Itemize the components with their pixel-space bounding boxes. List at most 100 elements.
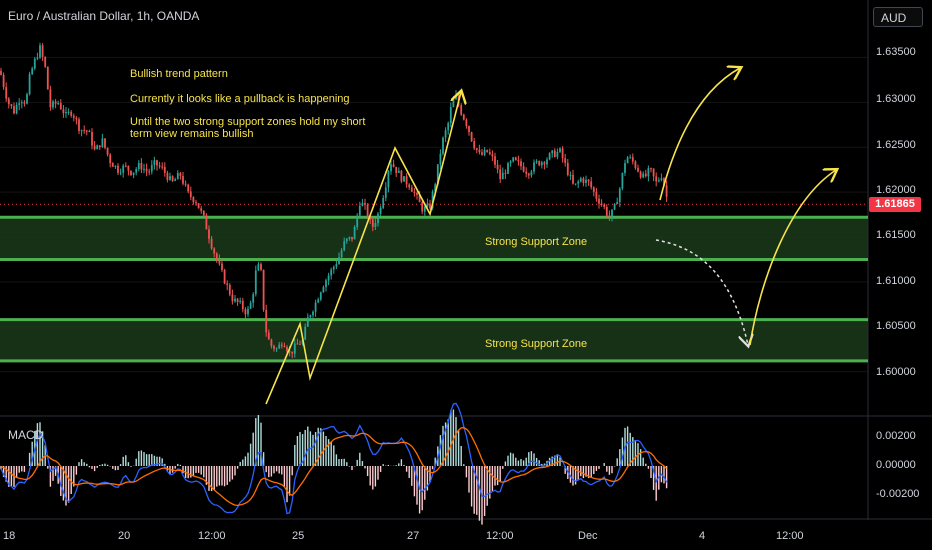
projection-arrow-second [749,170,836,346]
candle-body [465,119,468,127]
candle-body [221,263,223,270]
candle-body [486,149,489,153]
candle-body [36,57,39,59]
candle-body [343,241,346,251]
candle-body [72,115,75,118]
price-tick: 1.60000 [876,366,916,378]
candle-body [75,117,78,120]
candle-body [247,308,249,315]
candle-body [202,210,205,216]
price-tick: 1.60500 [876,320,916,332]
candle-body [278,344,281,349]
candle-body [46,66,49,90]
candle-body [444,130,447,138]
candle-body [80,130,83,132]
annotation-view-line1: Until the two strong support zones hold … [130,116,366,128]
current-price-tag: 1.61865 [869,197,921,212]
candle-body [366,204,369,218]
candle-body [109,154,112,164]
candle-body [33,58,36,69]
candle-body [257,264,260,271]
candle-body [429,203,431,209]
candle-body [509,161,512,164]
pullback-dashed-arrow [655,239,748,345]
candle-body [452,99,455,108]
candle-body [312,311,314,316]
candle-body [384,187,387,198]
candle-body [306,317,309,327]
candle-body [132,172,135,175]
candle-body [551,150,554,154]
candle-body [67,111,70,113]
candle-body [371,219,374,227]
candle-body [101,138,104,148]
candle-body [626,157,629,164]
price-tick: 1.61000 [876,275,916,287]
annotation-pullback: Currently it looks like a pullback is ha… [130,93,350,105]
candle-body [553,150,556,157]
candle-body [127,165,130,171]
candle-body [262,269,265,310]
support-zone-1 [0,217,868,260]
candle-body [78,119,80,131]
candle-body [166,172,169,180]
candle-body [20,102,23,104]
candle-body [564,158,567,163]
candle-body [111,163,114,167]
candle-body [200,208,203,211]
candle-body [527,173,530,176]
candle-body [566,162,569,175]
candle-body [223,269,226,284]
candle-body [239,300,242,303]
candle-body [335,264,338,267]
candle-body [520,161,522,167]
candle-body [572,174,574,184]
candle-body [665,185,668,197]
support-zone-2 [0,319,868,361]
candle-body [26,94,28,104]
candle-body [288,351,291,353]
candle-body [13,106,15,114]
candle-body [140,162,143,170]
currency-button[interactable]: AUD [873,7,923,27]
candle-body [15,104,18,114]
time-tick: 25 [292,530,305,542]
candle-body [169,176,171,180]
candle-body [10,104,13,107]
candle-body [241,300,244,310]
candle-body [374,223,377,227]
time-tick: 20 [118,530,131,542]
candle-body [657,180,660,182]
candle-body [595,191,598,199]
candle-body [286,346,288,352]
candle-body [514,157,517,161]
candle-body [442,137,444,154]
candle-body [504,172,507,174]
candle-body [96,145,99,150]
candle-body [54,101,57,104]
candle-body [163,167,166,173]
annotation-view-line2: term view remains bullish [130,128,254,140]
candle-body [663,178,665,186]
price-tick: 1.63500 [876,46,916,58]
candle-body [327,275,330,281]
candle-body [57,103,60,105]
candle-body [369,217,372,220]
candle-body [267,332,270,340]
candle-body [413,191,416,193]
candle-body [546,159,548,165]
candle-body [642,173,645,178]
candle-body [418,194,421,203]
candle-body [494,156,496,165]
candle-body [535,161,538,163]
candle-body [135,169,138,173]
price-tick: 1.62500 [876,139,916,151]
candle-body [650,168,652,170]
candle-body [491,154,494,157]
candle-body [403,176,405,182]
candle-body [309,315,312,318]
candle-body [416,192,418,195]
candle-body [145,168,148,172]
candle-body [119,172,122,174]
